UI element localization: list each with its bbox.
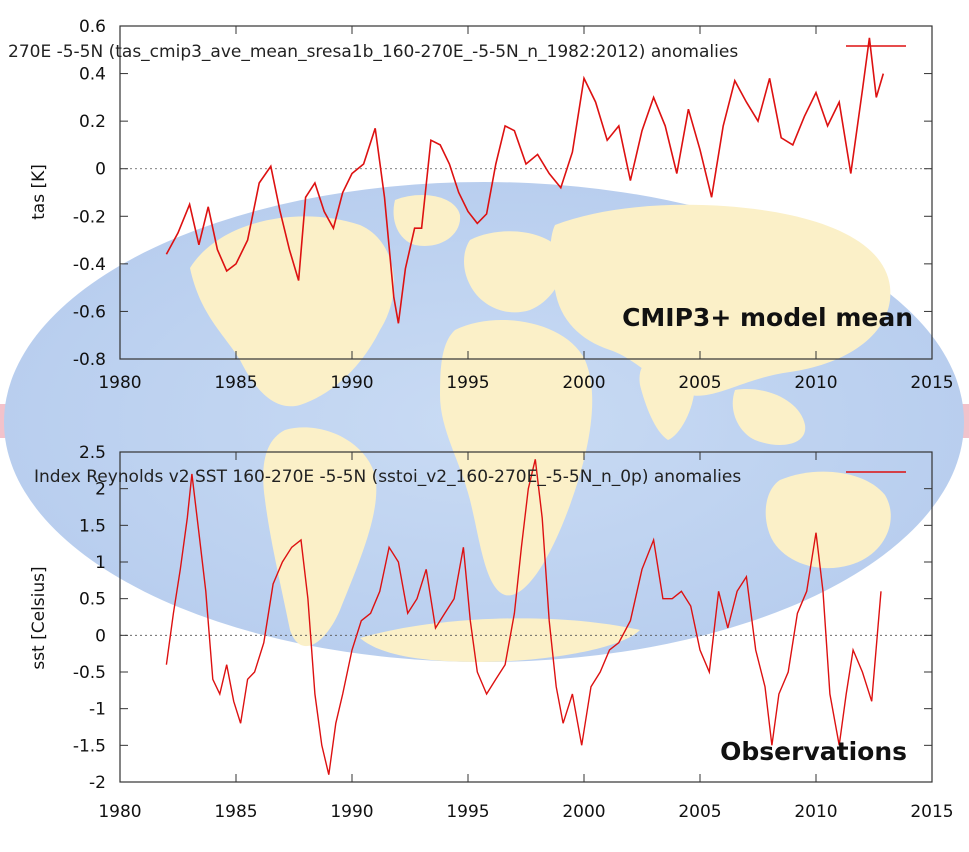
y-tick-label: -0.4 — [73, 255, 106, 275]
x-tick-label: 2005 — [678, 802, 721, 822]
antarctica-shape — [360, 618, 640, 662]
sst-anomaly-line — [165, 459, 882, 775]
x-tick-label: 1980 — [98, 802, 141, 822]
y-tick-label: 0.5 — [79, 590, 106, 610]
bottom-plot-frame — [119, 451, 933, 783]
southeast-asia-shape — [732, 389, 806, 445]
x-tick-label: 2010 — [794, 802, 837, 822]
x-tick-label: 1990 — [330, 373, 373, 393]
europe-shape — [464, 231, 564, 313]
x-tick-label: 2015 — [910, 802, 953, 822]
top-plot-frame — [119, 25, 933, 360]
top-y-axis-label: tas [K] — [29, 164, 49, 220]
greenland-shape — [393, 195, 461, 246]
tas-anomaly-line — [165, 37, 885, 324]
y-tick-label: 1 — [95, 553, 106, 573]
y-tick-label: -0.6 — [73, 302, 106, 322]
y-tick-label: 0 — [95, 626, 106, 646]
x-tick-label: 2015 — [910, 373, 953, 393]
india-shape — [639, 358, 695, 440]
y-tick-label: 0.2 — [79, 112, 106, 132]
world-map-background — [0, 182, 969, 662]
australia-shape — [765, 471, 891, 569]
x-tick-label: 2005 — [678, 373, 721, 393]
x-tick-label: 1995 — [446, 802, 489, 822]
x-tick-label: 1995 — [446, 373, 489, 393]
y-tick-label: -1.5 — [73, 736, 106, 756]
top-x-ticks: 1980 1985 1990 1995 2000 2005 2010 2015 — [98, 26, 954, 393]
asia-shape — [550, 204, 891, 396]
bottom-y-axis-label: sst [Celsius] — [29, 566, 49, 669]
y-tick-label: -0.5 — [73, 663, 106, 683]
x-tick-label: 1985 — [214, 373, 257, 393]
x-tick-label: 2000 — [562, 802, 605, 822]
bottom-panel-sst: 2.5 2 1.5 1 0.5 0 -0.5 -1 -1.5 -2 1980 1985 1990 199… — [29, 443, 954, 822]
y-tick-label: 2.5 — [79, 443, 106, 463]
top-y-ticks: 0.6 0.4 0.2 0 -0.2 -0.4 -0.6 -0.8 — [73, 17, 932, 370]
bottom-legend-label: Index Reynolds v2 SST 160-270E -5-5N (ss… — [34, 467, 741, 487]
bottom-y-ticks: 2.5 2 1.5 1 0.5 0 -0.5 -1 -1.5 -2 — [73, 443, 932, 793]
bottom-x-ticks: 1980 1985 1990 1995 2000 2005 2010 2015 — [98, 452, 954, 822]
south-america-shape — [263, 427, 377, 647]
y-tick-label: -1 — [89, 700, 106, 720]
bottom-panel-label: Observations — [720, 737, 907, 766]
continents — [190, 195, 891, 662]
x-tick-label: 1990 — [330, 802, 373, 822]
top-panel-label: CMIP3+ model mean — [622, 303, 913, 332]
y-tick-label: 0 — [95, 160, 106, 180]
x-tick-label: 1980 — [98, 373, 141, 393]
top-panel-tas: 0.60.40.20-0.2-0.4-0.6-0.8 1980 1985 1990 1… — [8, 17, 954, 393]
y-tick-label: 2 — [95, 480, 106, 500]
y-tick-label: -0.8 — [73, 350, 106, 370]
x-tick-label: 2000 — [562, 373, 605, 393]
x-tick-label: 1985 — [214, 802, 257, 822]
africa-shape — [440, 320, 593, 596]
y-tick-label: 1.5 — [79, 516, 106, 536]
y-tick-label: 0.6 — [79, 17, 106, 37]
top-legend-label: 270E -5-5N (tas_cmip3_ave_mean_sresa1b_1… — [8, 42, 738, 62]
y-tick-label: -0.2 — [73, 207, 106, 227]
y-tick-label: -2 — [89, 773, 106, 793]
x-tick-label: 2010 — [794, 373, 837, 393]
y-tick-label: 0.4 — [79, 65, 106, 85]
